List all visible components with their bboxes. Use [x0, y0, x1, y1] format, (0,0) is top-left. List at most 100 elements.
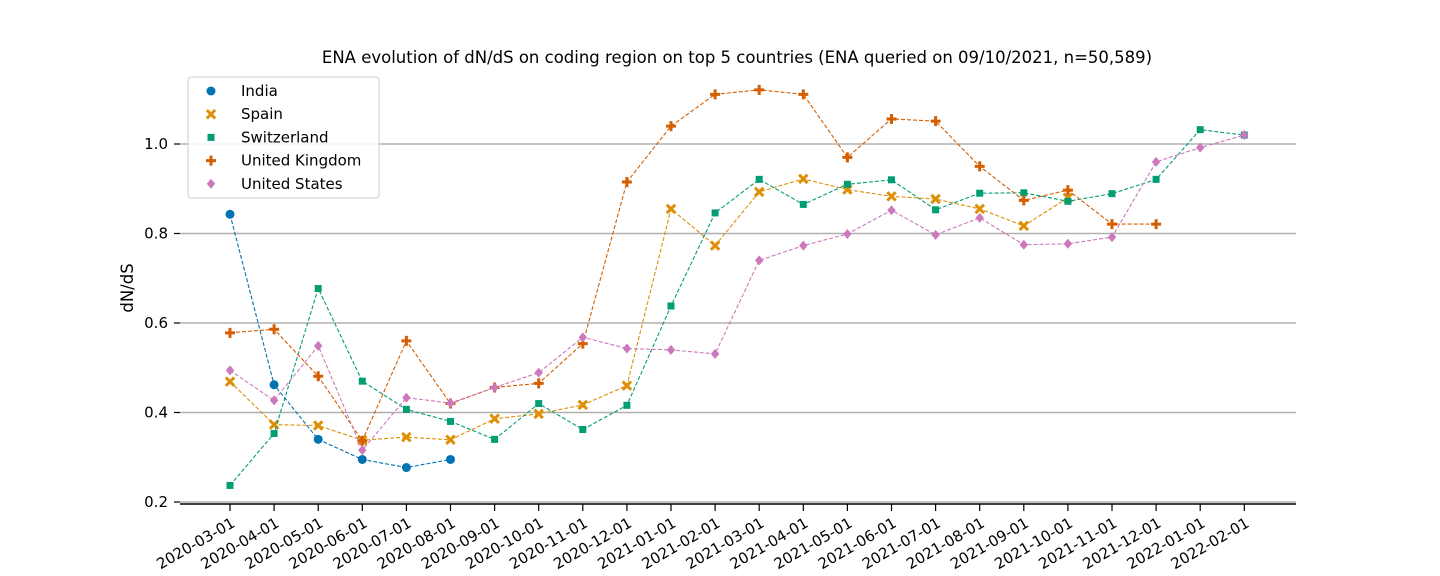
data-point — [312, 420, 324, 431]
data-point — [931, 229, 940, 240]
data-point — [886, 191, 897, 202]
data-point — [402, 392, 411, 403]
data-point — [445, 434, 456, 446]
data-point — [401, 431, 412, 443]
data-point — [799, 240, 808, 251]
data-point — [843, 180, 851, 188]
data-point — [314, 340, 323, 351]
data-point — [270, 430, 278, 438]
data-point — [577, 399, 589, 411]
data-point — [843, 228, 852, 239]
legend: India Spain Switzerland United Kingdom Unite… — [187, 76, 380, 199]
data-point — [402, 405, 410, 413]
legend-marker — [205, 108, 217, 120]
data-point — [709, 240, 721, 251]
data-point — [489, 413, 500, 425]
series-line — [229, 178, 1069, 441]
data-point — [269, 395, 279, 406]
data-point — [578, 332, 587, 343]
legend-label: Spain — [241, 105, 283, 123]
data-point — [754, 84, 765, 95]
data-point — [976, 189, 984, 197]
ticks: 0.20.40.60.81.02020-03-012020-04-012020-… — [144, 135, 1252, 573]
y-tick-label: 0.2 — [144, 493, 168, 511]
data-point — [314, 285, 322, 293]
data-point — [1018, 195, 1029, 206]
data-point — [533, 378, 544, 389]
data-point — [711, 209, 719, 217]
data-point — [357, 435, 368, 446]
data-point — [623, 401, 631, 409]
data-point — [313, 371, 324, 382]
series-line — [229, 129, 1245, 486]
data-point — [1151, 219, 1162, 230]
data-point — [225, 365, 235, 376]
data-point — [534, 367, 543, 378]
data-point — [974, 203, 985, 215]
data-point — [313, 434, 323, 444]
data-point — [447, 417, 454, 425]
legend-marker — [206, 86, 216, 96]
y-tick-label: 0.4 — [144, 404, 168, 422]
data-point — [401, 335, 412, 346]
data-point — [930, 193, 941, 205]
data-point — [667, 302, 675, 310]
data-point — [886, 113, 897, 124]
data-point — [491, 435, 499, 443]
data-point — [1018, 220, 1030, 232]
data-point — [358, 377, 366, 385]
data-point — [269, 324, 280, 335]
series-united-states — [225, 130, 1249, 456]
legend-label: India — [241, 82, 278, 100]
data-point — [1108, 190, 1116, 198]
data-point — [533, 408, 544, 420]
legend-box — [187, 76, 380, 199]
data-point — [1063, 238, 1073, 249]
legend-label: Switzerland — [241, 128, 329, 146]
data-point — [1064, 197, 1072, 205]
data-point — [1196, 126, 1204, 134]
data-point — [666, 344, 676, 355]
y-tick-label: 0.6 — [144, 314, 168, 332]
data-point — [1019, 239, 1028, 250]
data-point — [887, 205, 896, 216]
data-point — [1020, 189, 1028, 197]
data-point — [401, 463, 411, 473]
series-line — [229, 89, 1157, 442]
y-tick-label: 0.8 — [144, 225, 168, 243]
series-line — [229, 134, 1245, 452]
data-point — [974, 161, 985, 172]
axes — [180, 503, 1296, 505]
data-point — [932, 206, 940, 214]
series-spain — [224, 173, 1074, 446]
series-line — [229, 214, 451, 469]
data-point — [621, 177, 632, 188]
legend-label: United Kingdom — [241, 152, 361, 170]
data-point — [269, 380, 279, 390]
data-point — [1152, 175, 1160, 183]
data-point — [975, 212, 984, 223]
data-point — [888, 176, 895, 184]
data-point — [710, 89, 721, 100]
data-point — [1196, 142, 1205, 153]
data-point — [1240, 130, 1249, 141]
series-india — [225, 209, 455, 473]
series-switzerland — [226, 126, 1248, 489]
data-point — [358, 445, 367, 456]
data-point — [268, 419, 280, 430]
data-point — [753, 186, 765, 198]
chart-title: ENA evolution of dN/dS on coding region … — [322, 48, 1152, 67]
data-point — [1151, 156, 1161, 167]
data-point — [710, 348, 720, 359]
data-point — [621, 380, 633, 391]
legend-marker — [206, 155, 216, 166]
data-point — [1062, 185, 1073, 196]
data-point — [798, 89, 809, 100]
data-point — [755, 255, 764, 266]
data-point — [357, 454, 367, 464]
data-point — [622, 343, 632, 354]
y-tick-label: 1.0 — [144, 135, 168, 153]
series — [224, 84, 1249, 489]
